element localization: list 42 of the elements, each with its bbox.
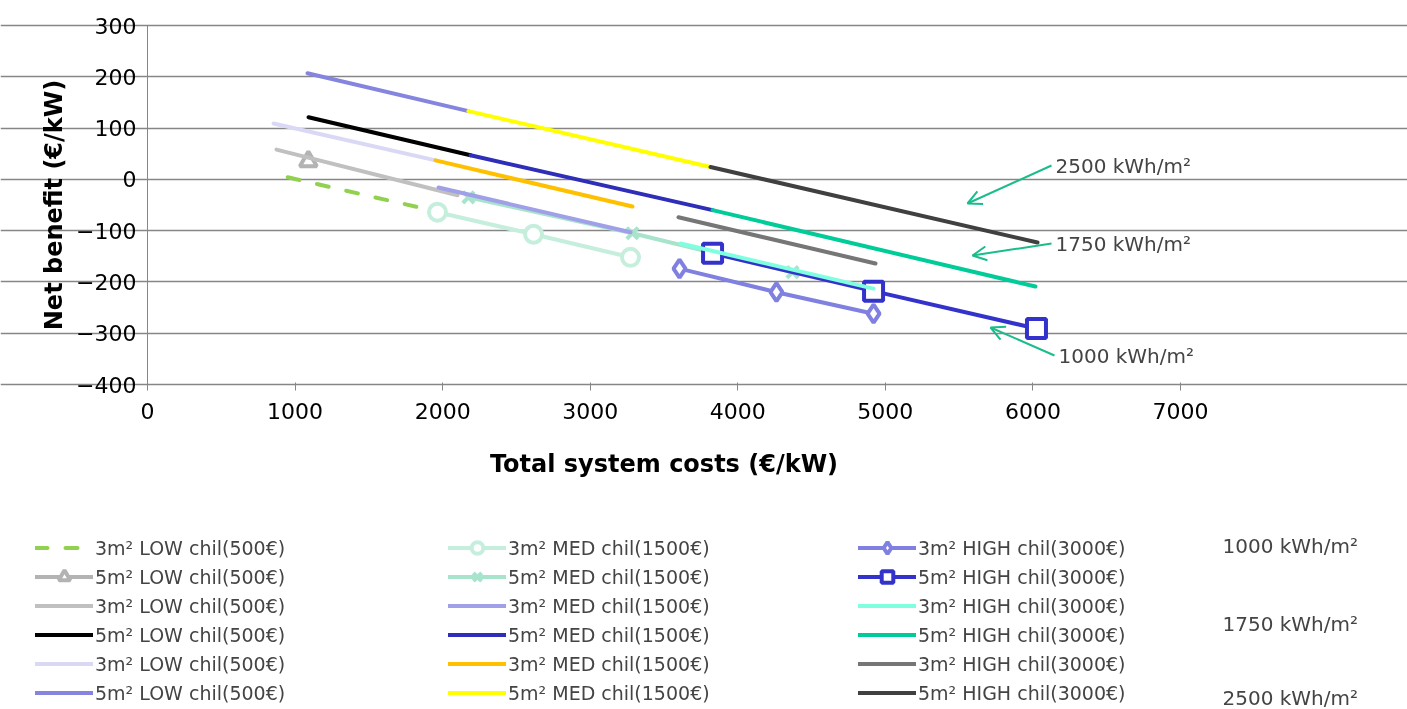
legend-label: 3m² HIGH chil(3000€): [918, 535, 1126, 561]
annotation: 2500 kWh/m²: [1055, 153, 1192, 178]
legend-label: 3m² HIGH chil(3000€): [918, 593, 1126, 619]
x-tick-label: 1000: [267, 398, 324, 424]
legend-label: 5m² MED chil(1500€): [508, 564, 710, 590]
legend-label: 5m² MED chil(1500€): [508, 680, 710, 706]
annotation: 1000 kWh/m²: [1058, 343, 1195, 368]
x-tick-label: 4000: [709, 398, 766, 424]
legend-label: 5m² LOW chil(500€): [95, 622, 286, 648]
x-tick-label: 0: [140, 398, 155, 424]
y-tick-label: 200: [94, 64, 137, 90]
y-tick-label: 100: [94, 116, 137, 142]
x-tick-label: 5000: [857, 398, 914, 424]
y-tick-label: −200: [76, 269, 137, 295]
y-tick-label: −100: [76, 218, 137, 244]
legend-label: 5m² HIGH chil(3000€): [918, 564, 1126, 590]
annotation: 1750 kWh/m²: [1055, 231, 1192, 256]
x-tick-label: 2000: [414, 398, 471, 424]
text: 1000 kWh/m²: [1222, 533, 1359, 558]
x-tick-label: 7000: [1152, 398, 1209, 424]
x-tick-label: 6000: [1004, 398, 1061, 424]
y-tick-label: −300: [76, 321, 137, 347]
legend-label: 3m² LOW chil(500€): [95, 535, 286, 561]
legend-label: 5m² HIGH chil(3000€): [918, 680, 1126, 706]
text: 2500 kWh/m²: [1222, 685, 1359, 709]
legend-label: 3m² MED chil(1500€): [508, 651, 710, 677]
legend-label: 3m² LOW chil(500€): [95, 593, 286, 619]
legend-label: 5m² LOW chil(500€): [95, 680, 286, 706]
y-tick-label: −400: [76, 372, 137, 398]
legend-label: 5m² LOW chil(500€): [95, 564, 286, 590]
legend-label: 3m² LOW chil(500€): [95, 651, 286, 677]
y-tick-label: 0: [122, 167, 137, 193]
legend-label: 3m² HIGH chil(3000€): [918, 651, 1126, 677]
legend-label: 5m² HIGH chil(3000€): [918, 622, 1126, 648]
x-tick-label: 3000: [562, 398, 619, 424]
y-tick-label: 300: [94, 13, 137, 39]
text: 1750 kWh/m²: [1222, 611, 1359, 636]
legend-label: 3m² MED chil(1500€): [508, 535, 710, 561]
x-axis-title: Total system costs (€/kW): [489, 449, 839, 478]
legend-label: 3m² MED chil(1500€): [508, 593, 710, 619]
y-axis-title: Net benefit (€/kW): [40, 79, 69, 331]
legend-label: 5m² MED chil(1500€): [508, 622, 710, 648]
